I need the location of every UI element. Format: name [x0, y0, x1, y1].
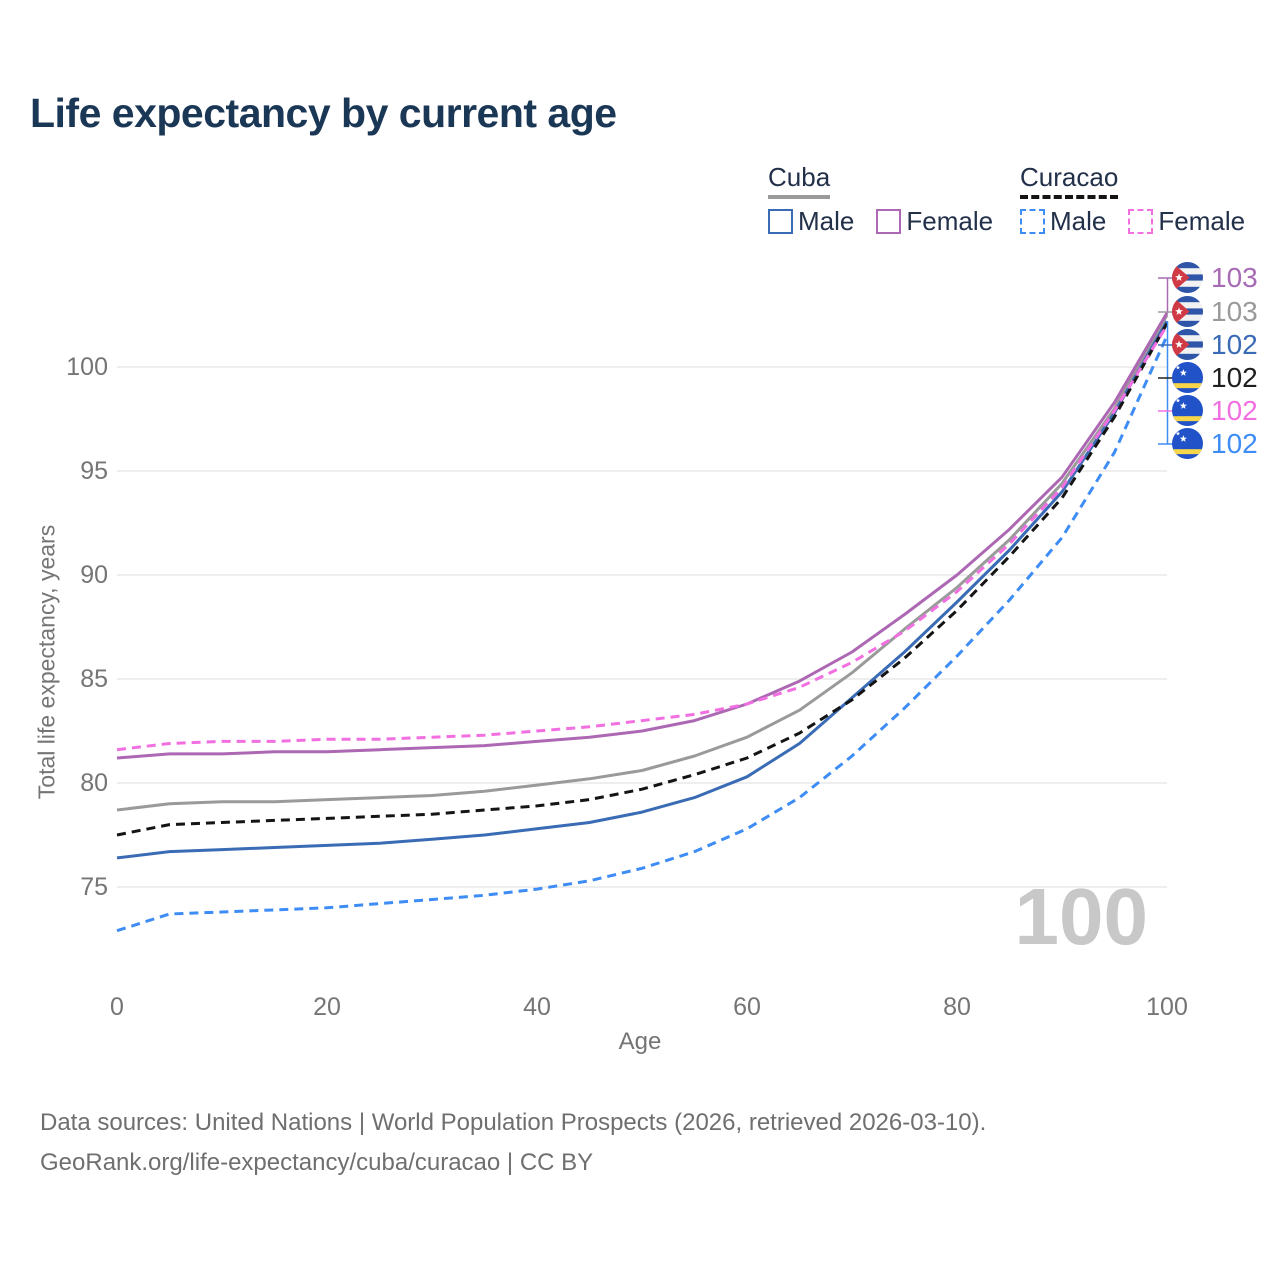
cuba-flag-icon	[1172, 329, 1203, 360]
x-tick-label: 0	[110, 993, 124, 1021]
legend-items: Male Female	[768, 206, 993, 237]
y-tick-label: 100	[66, 353, 108, 381]
footer-data-sources: Data sources: United Nations | World Pop…	[40, 1109, 987, 1136]
x-tick-label: 80	[943, 993, 971, 1021]
cuba-flag-icon	[1172, 262, 1203, 293]
legend-item-label: Female	[1158, 206, 1246, 236]
legend-item-cuba-male[interactable]: Male	[768, 206, 854, 237]
legend-group-curacao: Curacao Male Female	[1020, 162, 1245, 237]
y-tick-label: 85	[80, 665, 108, 693]
legend-swatch	[876, 209, 902, 234]
legend-group-title: Cuba	[768, 162, 831, 199]
x-axis-title: Age	[618, 1028, 662, 1055]
legend-item-curacao-female[interactable]: Female	[1128, 206, 1245, 237]
series-line-cuba-both-sexes	[116, 314, 1169, 812]
y-tick-label: 95	[80, 457, 108, 485]
end-label-curacao-both-sexes: 102	[1172, 362, 1258, 393]
x-tick-label: 20	[313, 993, 341, 1021]
legend-swatch	[1020, 209, 1045, 234]
legend-item-label: Male	[1050, 206, 1107, 236]
y-tick-label: 90	[80, 561, 108, 589]
legend-item-label: Female	[906, 206, 994, 236]
curacao-flag-icon	[1172, 428, 1203, 459]
end-label-value: 103	[1211, 262, 1258, 293]
legend-group-title: Curacao	[1020, 162, 1119, 199]
footer-attribution: GeoRank.org/life-expectancy/cuba/curacao…	[40, 1149, 594, 1176]
end-label-value: 102	[1211, 329, 1258, 360]
end-label-curacao-female: 102	[1172, 395, 1258, 426]
end-label-cuba-both-sexes: 103	[1172, 296, 1258, 327]
series-line-cuba-female	[116, 312, 1169, 760]
legend-item-curacao-male[interactable]: Male	[1020, 206, 1106, 237]
legend-item-label: Male	[798, 206, 855, 236]
x-tick-label: 60	[733, 993, 761, 1021]
age-counter-watermark: 100	[1015, 872, 1148, 961]
series-line-curacao-male	[116, 335, 1169, 933]
series-line-curacao-both-sexes	[116, 322, 1169, 837]
x-tick-label: 100	[1146, 993, 1188, 1021]
end-label-cuba-male: 102	[1172, 329, 1258, 360]
legend-group-cuba: Cuba Male Female	[768, 162, 993, 237]
page-title: Life expectancy by current age	[30, 90, 617, 136]
end-label-value: 102	[1211, 428, 1258, 459]
legend-items: Male Female	[1020, 206, 1245, 237]
x-tick-label: 40	[523, 993, 551, 1021]
series-line-cuba-male	[116, 320, 1169, 860]
series-line-curacao-female	[116, 324, 1169, 752]
end-label-value: 103	[1211, 296, 1258, 327]
end-label-curacao-male: 102	[1172, 428, 1258, 459]
legend-swatch	[768, 209, 793, 234]
cuba-flag-icon	[1172, 296, 1203, 327]
end-label-cuba-female: 103	[1172, 262, 1258, 293]
y-tick-label: 75	[80, 873, 108, 901]
end-label-value: 102	[1211, 362, 1258, 393]
legend-swatch	[1128, 209, 1154, 234]
curacao-flag-icon	[1172, 362, 1203, 393]
legend-item-cuba-female[interactable]: Female	[876, 206, 993, 237]
curacao-flag-icon	[1172, 395, 1203, 426]
y-tick-label: 80	[80, 769, 108, 797]
end-label-value: 102	[1211, 395, 1258, 426]
